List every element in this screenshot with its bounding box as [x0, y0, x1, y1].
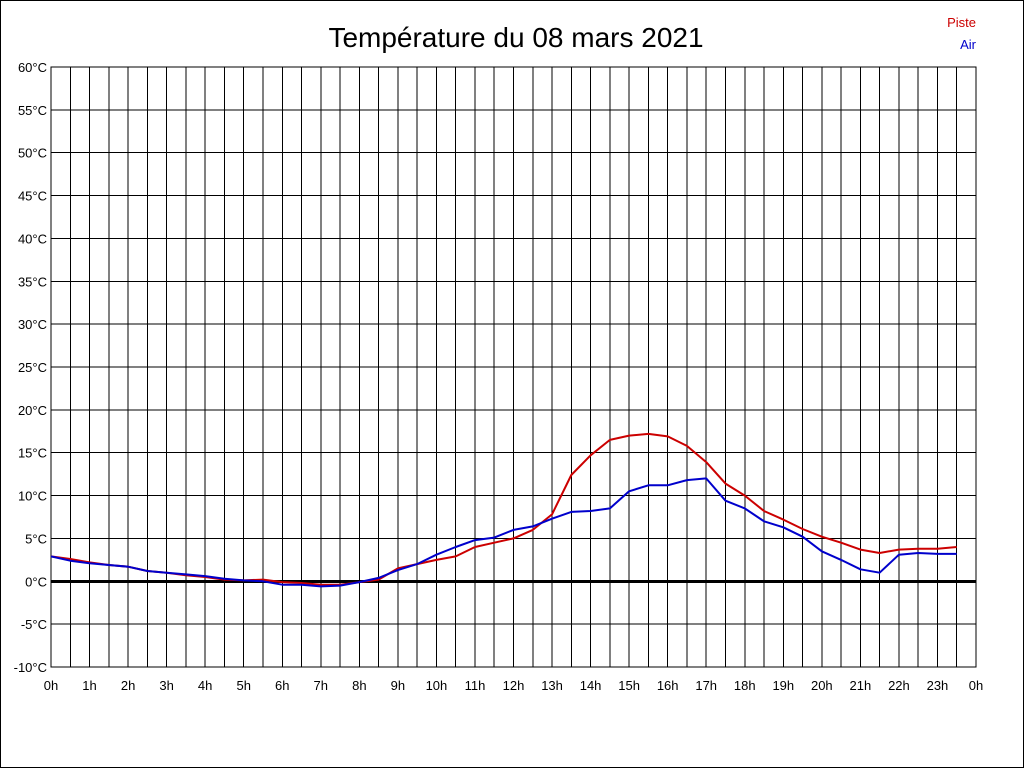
x-tick-label: 1h	[82, 678, 96, 693]
y-tick-label: 25°C	[18, 360, 47, 375]
x-tick-label: 20h	[811, 678, 833, 693]
y-tick-label: 45°C	[18, 189, 47, 204]
y-axis-ticks: 60°C 55°C 50°C 45°C 40°C 35°C 30°C 25°C 20°C 15°C…	[14, 60, 47, 675]
x-tick-label: 5h	[236, 678, 250, 693]
y-tick-label: 30°C	[18, 317, 47, 332]
x-tick-label: 19h	[772, 678, 794, 693]
x-tick-label: 18h	[734, 678, 756, 693]
y-tick-label: -10°C	[14, 660, 47, 675]
x-tick-label: 7h	[314, 678, 328, 693]
y-tick-label: 0°C	[25, 574, 47, 589]
series-line-piste	[50, 432, 957, 586]
x-tick-label: 15h	[618, 678, 640, 693]
chart-title: Température du 08 mars 2021	[328, 22, 703, 53]
x-tick-label: 0h	[969, 678, 983, 693]
legend-entry-air: Air	[960, 37, 977, 52]
x-tick-label: 6h	[275, 678, 289, 693]
x-tick-label: 13h	[541, 678, 563, 693]
x-tick-label: 2h	[121, 678, 135, 693]
x-tick-label: 8h	[352, 678, 366, 693]
x-tick-label: 17h	[695, 678, 717, 693]
y-tick-label: 20°C	[18, 403, 47, 418]
x-tick-label: 21h	[850, 678, 872, 693]
x-tick-label: 14h	[580, 678, 602, 693]
x-tick-label: 23h	[927, 678, 949, 693]
x-tick-label: 0h	[44, 678, 58, 693]
x-tick-label: 9h	[391, 678, 405, 693]
x-tick-label: 16h	[657, 678, 679, 693]
x-axis-ticks: 0h 1h 2h 3h 4h 5h 6h 7h 8h 9h 10h 11h 12h 13h 14h 15h 16…	[44, 678, 983, 693]
x-tick-label: 10h	[426, 678, 448, 693]
y-tick-label: 10°C	[18, 489, 47, 504]
x-tick-label: 11h	[465, 678, 486, 693]
y-tick-label: 40°C	[18, 231, 47, 246]
chart-grid	[50, 66, 977, 668]
x-tick-label: 22h	[888, 678, 910, 693]
x-tick-label: 12h	[503, 678, 525, 693]
y-tick-label: 35°C	[18, 274, 47, 289]
y-tick-label: 50°C	[18, 146, 47, 161]
series-line-air	[50, 477, 957, 588]
chart-series	[50, 432, 957, 588]
x-tick-label: 4h	[198, 678, 212, 693]
x-tick-label: 3h	[159, 678, 173, 693]
y-tick-label: -5°C	[21, 617, 47, 632]
chart-legend: Piste Air	[947, 15, 977, 52]
y-tick-label: 5°C	[25, 531, 47, 546]
y-tick-label: 55°C	[18, 103, 47, 118]
y-tick-label: 60°C	[18, 60, 47, 75]
y-tick-label: 15°C	[18, 446, 47, 461]
legend-entry-piste: Piste	[947, 15, 976, 30]
plot-area-border	[50, 66, 977, 668]
